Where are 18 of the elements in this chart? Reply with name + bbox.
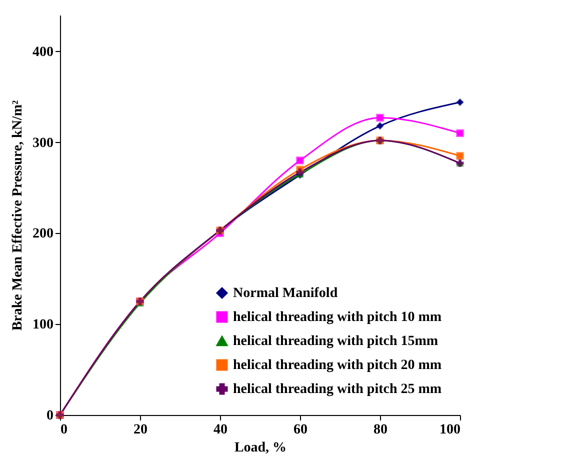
x-tick-label: 20	[134, 422, 148, 438]
y-tick-label: 400	[32, 44, 54, 60]
x-tick-label: 0	[60, 422, 68, 438]
x-tick-label: 100	[440, 422, 460, 438]
y-tick-label: 200	[32, 226, 54, 242]
y-tick-label: 100	[32, 318, 54, 333]
x-tick-label: 60	[294, 422, 308, 438]
x-tick-label: 80	[374, 422, 388, 438]
legend-label: Normal Manifold	[233, 286, 338, 301]
y-axis-title: Brake Mean Effective Pressure, kN/m²	[10, 100, 26, 331]
legend-label: helical threading with pitch 15mm	[233, 334, 438, 349]
x-axis-title: Load, %	[234, 440, 287, 456]
legend-label: helical threading with pitch 10 mm	[233, 310, 442, 325]
y-tick-label: 300	[32, 136, 54, 151]
legend-label: helical threading with pitch 25 mm	[233, 382, 442, 397]
x-tick-label: 40	[214, 422, 228, 438]
legend-label: helical threading with pitch 20 mm	[233, 358, 442, 373]
y-tick-label: 0	[46, 408, 54, 424]
